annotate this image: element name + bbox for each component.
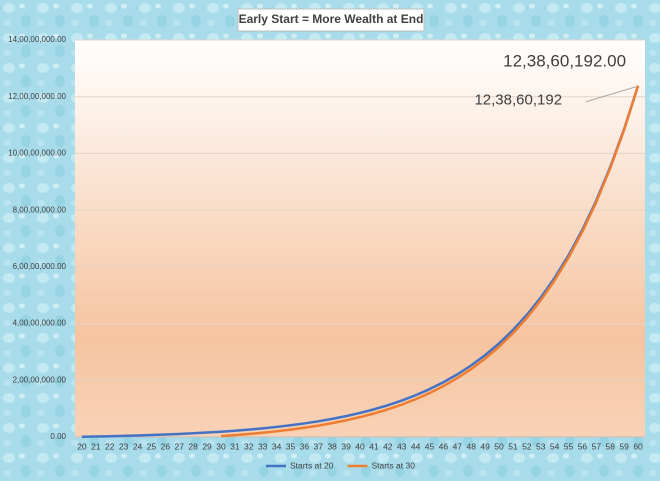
x-tick-label: 41 <box>369 441 379 451</box>
x-tick-label: 34 <box>272 441 282 451</box>
series-line <box>81 85 640 439</box>
plot-area <box>75 40 645 437</box>
y-tick-label: 8,00,00,000.00 <box>13 205 67 214</box>
title-box <box>237 8 425 32</box>
y-tick-label: 12,00,00,000.00 <box>8 92 66 101</box>
x-tick-label: 45 <box>425 441 435 451</box>
x-tick-label: 32 <box>244 441 254 451</box>
x-tick-label: 55 <box>564 441 574 451</box>
legend-label: Starts at 20 <box>290 460 334 470</box>
x-tick-label: 48 <box>466 441 476 451</box>
y-tick-label: 6,00,00,000.00 <box>13 262 67 271</box>
x-tick-label: 26 <box>161 441 171 451</box>
legend: Starts at 20 Starts at 30 <box>266 460 415 470</box>
x-tick-label: 25 <box>147 441 157 451</box>
data-label: 12,38,60,192.00 <box>503 51 626 70</box>
x-tick-label: 24 <box>133 441 143 451</box>
x-tick-label: 28 <box>188 441 198 451</box>
x-tick-label: 51 <box>508 441 518 451</box>
x-tick-label: 49 <box>480 441 490 451</box>
x-tick-label: 21 <box>91 441 101 451</box>
x-tick-label: 33 <box>258 441 268 451</box>
x-tick-label: 22 <box>105 441 115 451</box>
y-tick-label: 0.00 <box>50 432 66 441</box>
x-tick-label: 27 <box>175 441 185 451</box>
x-tick-label: 53 <box>536 441 546 451</box>
x-tick-label: 54 <box>550 441 560 451</box>
data-label: 12,38,60,192 <box>474 92 562 109</box>
x-tick-label: 50 <box>494 441 504 451</box>
x-tick-label: 37 <box>314 441 324 451</box>
series-line <box>220 85 640 438</box>
x-tick-label: 39 <box>341 441 351 451</box>
y-tick-label: 4,00,00,000.00 <box>13 319 67 328</box>
y-tick-label: 14,00,00,000.00 <box>8 35 66 44</box>
legend-label: Starts at 30 <box>371 460 415 470</box>
leader-line <box>585 86 637 103</box>
x-tick-label: 56 <box>578 441 588 451</box>
x-tick-label: 38 <box>327 441 337 451</box>
x-tick-label: 60 <box>633 441 643 451</box>
x-tick-label: 42 <box>383 441 393 451</box>
y-tick-label: 2,00,00,000.00 <box>13 375 67 384</box>
chart-title: Early Start = More Wealth at End <box>239 12 424 26</box>
x-tick-label: 31 <box>230 441 240 451</box>
x-tick-label: 29 <box>202 441 212 451</box>
x-tick-label: 23 <box>119 441 129 451</box>
x-tick-label: 20 <box>77 441 87 451</box>
y-tick-label: 10,00,00,000.00 <box>8 149 66 158</box>
x-tick-label: 59 <box>619 441 629 451</box>
x-tick-label: 52 <box>522 441 532 451</box>
x-tick-label: 44 <box>411 441 421 451</box>
x-tick-label: 57 <box>592 441 602 451</box>
x-tick-label: 30 <box>216 441 226 451</box>
x-tick-label: 47 <box>453 441 463 451</box>
x-tick-label: 35 <box>286 441 296 451</box>
x-tick-label: 43 <box>397 441 407 451</box>
x-tick-label: 46 <box>439 441 449 451</box>
x-tick-label: 36 <box>300 441 310 451</box>
x-tick-label: 58 <box>606 441 616 451</box>
x-tick-label: 40 <box>355 441 365 451</box>
